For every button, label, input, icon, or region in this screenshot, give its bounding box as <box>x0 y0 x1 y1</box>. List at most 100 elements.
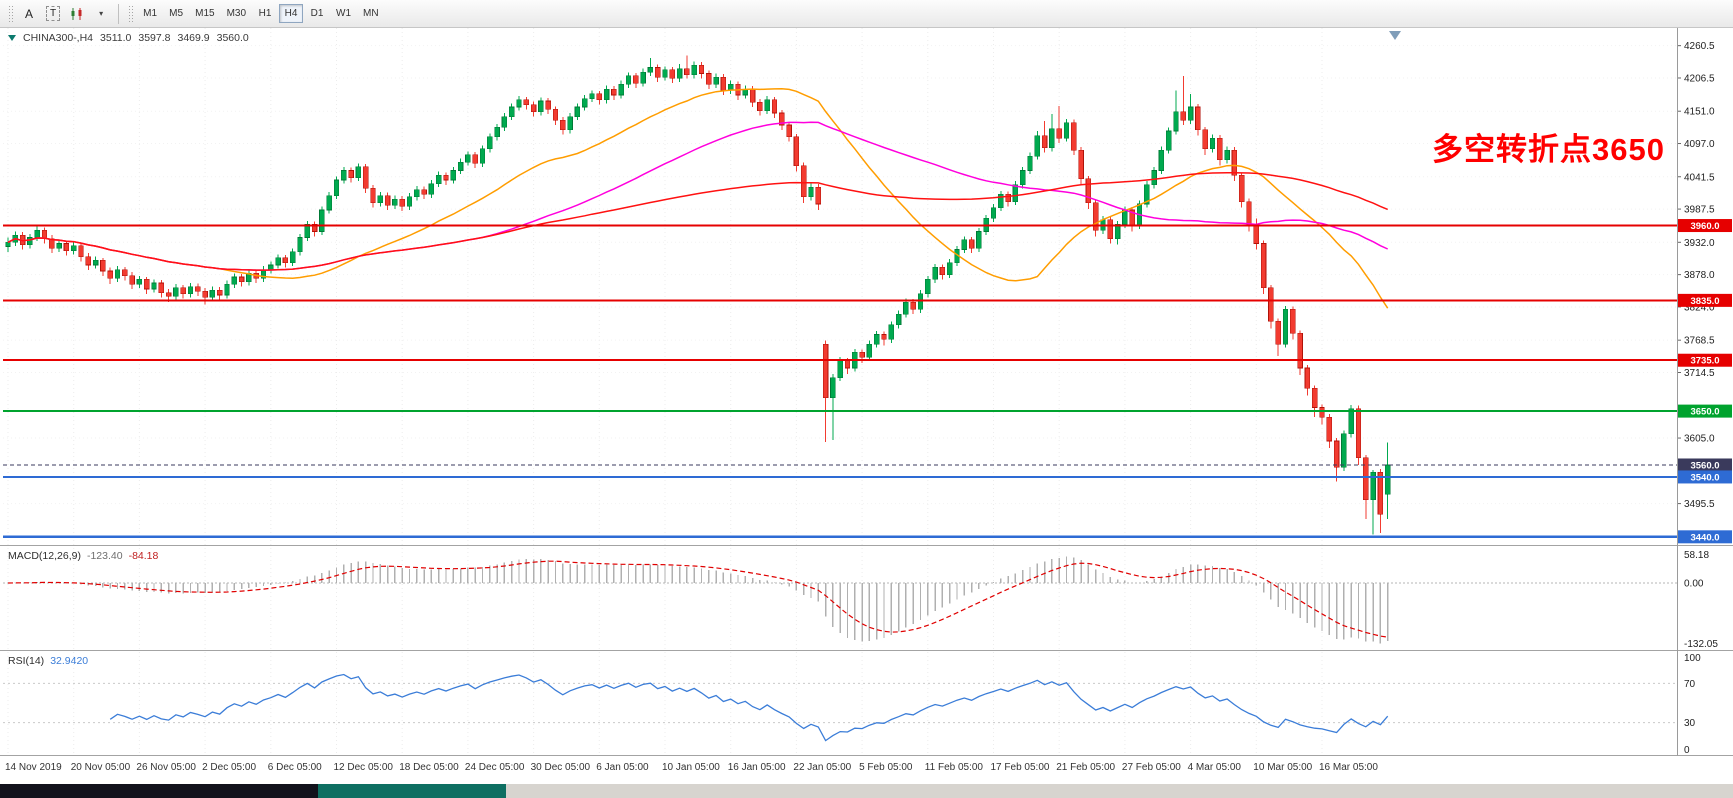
candle-up <box>268 264 274 271</box>
price-level-badge-label: 3440.0 <box>1690 532 1719 543</box>
candle-down <box>596 93 603 101</box>
rsi-scale-label: 100 <box>1684 653 1701 664</box>
timeframe-button-M15[interactable]: M15 <box>190 4 219 23</box>
candle-down <box>165 292 172 297</box>
candle-up <box>392 198 398 206</box>
candle-down <box>910 301 916 310</box>
candle-up <box>173 287 179 297</box>
candle-up <box>92 259 99 266</box>
candle-up <box>618 83 624 96</box>
timeframe-button-MN[interactable]: MN <box>358 4 384 23</box>
candle-up <box>414 189 420 198</box>
candle-up <box>1144 184 1150 205</box>
candle-up <box>1158 149 1165 171</box>
rsi-scale-label: 30 <box>1684 718 1696 729</box>
price-tick-label: 3878.0 <box>1684 270 1715 281</box>
chevron-down-icon: ▾ <box>99 9 104 18</box>
candle-up <box>465 154 471 163</box>
candle-up <box>151 282 157 290</box>
timeframe-button-M1[interactable]: M1 <box>138 4 162 23</box>
candle-down <box>1319 407 1325 418</box>
candle-up <box>341 170 347 181</box>
price-tick-label: 3768.5 <box>1684 336 1715 347</box>
macd-signal-line <box>7 560 1388 638</box>
macd-signal-value: -84.18 <box>128 550 159 562</box>
price-level-badge-3735.0 <box>1678 353 1732 367</box>
candle-down <box>195 286 201 292</box>
time-axis-label: 17 Feb 05:00 <box>991 762 1050 773</box>
candle-up <box>1173 111 1179 132</box>
ma-line-30[interactable] <box>7 87 1389 309</box>
candle-down <box>78 245 84 257</box>
price-level-badge-3650.0 <box>1678 404 1732 418</box>
macd-indicator-label: MACD(12,26,9) -123.40 -84.18 <box>8 550 158 562</box>
candle-down <box>779 112 785 126</box>
candle-down <box>1093 202 1099 231</box>
price-tick-label: 3932.0 <box>1684 238 1715 249</box>
ma-line-120[interactable] <box>7 171 1388 271</box>
price-tick-label: 4041.5 <box>1684 172 1715 183</box>
text-annotation-tool-button[interactable]: A <box>18 4 40 24</box>
rsi-scale-label: 70 <box>1684 679 1696 690</box>
candle-up <box>1019 170 1026 186</box>
candle-down <box>384 195 391 206</box>
price-tick-label: 3605.0 <box>1684 434 1715 445</box>
text-label-tool-button[interactable]: T <box>42 4 64 24</box>
price-level-badge-label: 3650.0 <box>1690 407 1719 418</box>
candle-down <box>1312 388 1318 408</box>
candle-up <box>676 68 683 79</box>
candle-down <box>1304 367 1311 389</box>
candle-up <box>764 99 770 111</box>
time-axis-label: 4 Mar 05:00 <box>1188 762 1242 773</box>
candle-up <box>1187 106 1194 121</box>
timeframe-button-H4[interactable]: H4 <box>279 4 304 23</box>
timeframe-button-H1[interactable]: H1 <box>253 4 277 23</box>
candle-up <box>1341 433 1347 468</box>
timeframe-grip-handle[interactable] <box>128 4 134 23</box>
candle-down <box>1333 440 1340 468</box>
candle-up <box>231 276 237 285</box>
candle-down <box>1202 129 1208 150</box>
timeframe-button-W1[interactable]: W1 <box>331 4 356 23</box>
candle-up <box>136 279 143 285</box>
candle-up <box>830 377 836 399</box>
timeframe-button-M30[interactable]: M30 <box>222 4 251 23</box>
candle-up <box>450 170 456 181</box>
chart-background <box>0 28 1733 784</box>
candle-up <box>946 262 953 275</box>
candle-down <box>1246 201 1252 225</box>
candle-up <box>1209 137 1216 150</box>
macd-main-value: -123.40 <box>86 550 123 562</box>
rsi-value: 32.9420 <box>50 655 89 667</box>
candle-down <box>362 166 369 189</box>
candle-down <box>1078 149 1084 180</box>
candle-down <box>844 360 851 369</box>
time-axis-label: 16 Mar 05:00 <box>1319 762 1378 773</box>
candle-up <box>1166 130 1172 151</box>
chart-object-tool-button[interactable] <box>66 4 88 24</box>
candle-down <box>1239 174 1245 202</box>
candle-down <box>370 188 376 204</box>
candle-up <box>355 166 362 178</box>
candle-up <box>917 293 924 310</box>
candle-down <box>800 165 807 198</box>
candle-down <box>1377 471 1384 515</box>
price-level-badge-3440.0 <box>1678 530 1732 544</box>
candle-up <box>435 174 442 184</box>
chart-annotation-text[interactable]: 多空转折点3650 <box>1432 132 1665 167</box>
candle-down <box>654 67 661 78</box>
candle-up <box>209 289 216 298</box>
candle-up <box>494 127 500 138</box>
candle-up <box>603 88 610 101</box>
candle-up <box>589 93 595 99</box>
bottom-bar-dark-segment <box>0 784 318 798</box>
candle-down <box>238 276 245 283</box>
tool-dropdown-button[interactable]: ▾ <box>90 4 112 24</box>
candle-down <box>1355 408 1362 459</box>
candle-down <box>1290 309 1296 334</box>
timeframe-button-D1[interactable]: D1 <box>305 4 329 23</box>
toolbar-grip-handle[interactable] <box>8 4 13 23</box>
candle-down <box>633 75 639 84</box>
timeframe-button-M5[interactable]: M5 <box>164 4 188 23</box>
time-axis-label: 20 Nov 05:00 <box>71 762 131 773</box>
